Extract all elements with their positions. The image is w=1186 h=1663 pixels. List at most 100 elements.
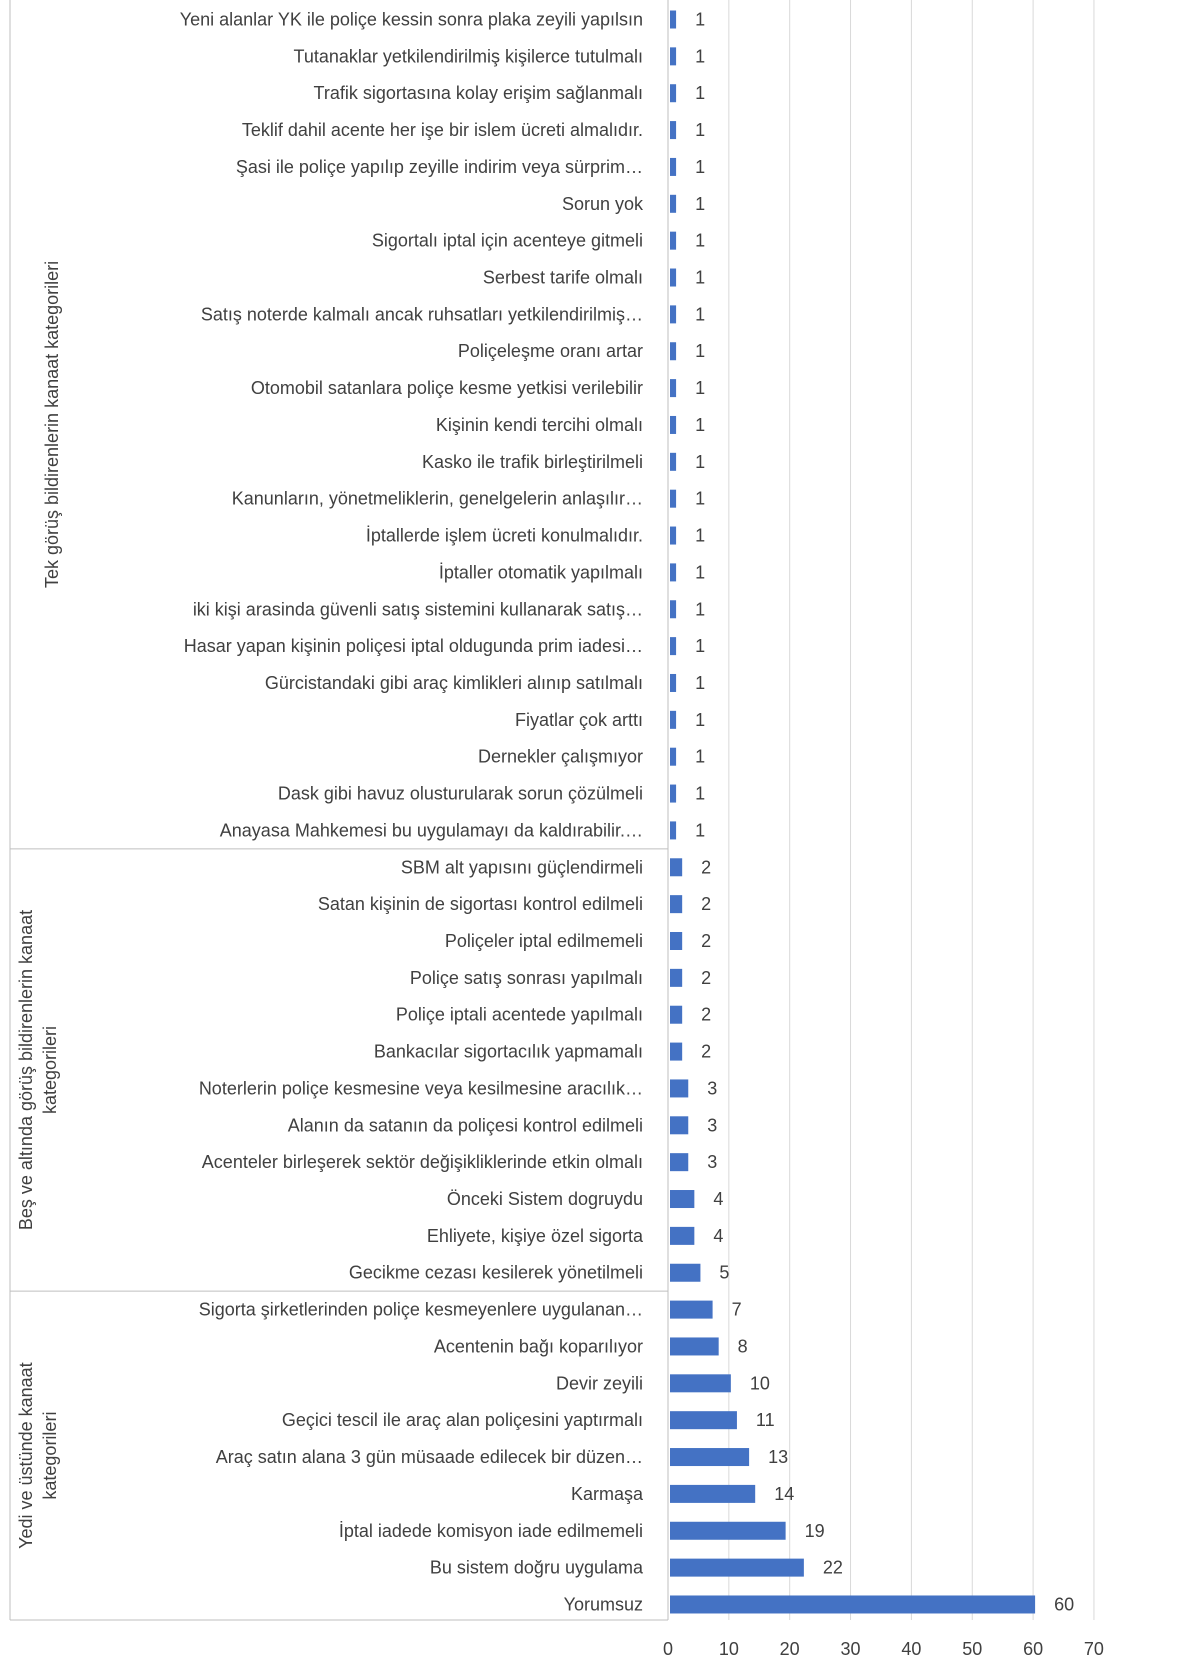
bar xyxy=(670,342,677,361)
category-label: Poliçe satış sonrası yapılmalı xyxy=(410,968,643,988)
bar xyxy=(670,1042,683,1061)
x-tick-label: 30 xyxy=(841,1639,861,1659)
bar xyxy=(670,673,677,692)
category-label: Kasko ile trafik birleştirilmeli xyxy=(422,452,643,472)
data-label: 1 xyxy=(695,784,705,804)
category-label: Tutanaklar yetkilendirilmiş kişilerce tu… xyxy=(294,46,643,66)
x-tick-label: 50 xyxy=(962,1639,982,1659)
data-label: 13 xyxy=(768,1447,788,1467)
data-label: 5 xyxy=(719,1263,729,1283)
bar xyxy=(670,968,683,987)
category-label: Sigortalı iptal için acenteye gitmeli xyxy=(372,231,643,251)
bar xyxy=(670,268,677,287)
category-label: Şasi ile poliçe yapılıp zeyille indirim … xyxy=(236,157,643,177)
data-label: 1 xyxy=(695,526,705,546)
data-label: 1 xyxy=(695,636,705,656)
category-label: Hasar yapan kişinin poliçesi iptal oldug… xyxy=(184,636,643,656)
data-label: 1 xyxy=(695,378,705,398)
category-label: SBM alt yapısını güçlendirmeli xyxy=(401,857,643,877)
category-label: Anayasa Mahkemesi bu uygulamayı da kaldı… xyxy=(220,820,643,840)
bar xyxy=(670,563,677,582)
data-label: 1 xyxy=(695,304,705,324)
data-label: 3 xyxy=(707,1115,717,1135)
data-label: 4 xyxy=(713,1226,723,1246)
bar xyxy=(670,526,677,545)
bar xyxy=(670,710,677,729)
category-label: Trafik sigortasına kolay erişim sağlanma… xyxy=(314,83,643,103)
data-label: 1 xyxy=(695,157,705,177)
category-label: Satış noterde kalmalı ancak ruhsatları y… xyxy=(201,304,643,324)
data-label: 2 xyxy=(701,894,711,914)
category-label: Karmaşa xyxy=(571,1484,644,1504)
bar xyxy=(670,1448,750,1467)
x-tick-label: 0 xyxy=(663,1639,673,1659)
data-label: 1 xyxy=(695,820,705,840)
data-label: 14 xyxy=(774,1484,794,1504)
data-label: 1 xyxy=(695,415,705,435)
bar xyxy=(670,194,677,213)
bar xyxy=(670,157,677,176)
data-label: 1 xyxy=(695,341,705,361)
data-label: 1 xyxy=(695,599,705,619)
category-label: İptaller otomatik yapılmalı xyxy=(439,562,643,582)
category-label: Alanın da satanın da poliçesi kontrol ed… xyxy=(288,1115,643,1135)
data-label: 22 xyxy=(823,1558,843,1578)
category-label: Teklif dahil acente her işe bir islem üc… xyxy=(242,120,643,140)
data-label: 1 xyxy=(695,747,705,767)
bar xyxy=(670,1005,683,1024)
bar xyxy=(670,1263,701,1282)
category-label: Kanunların, yönetmeliklerin, genelgeleri… xyxy=(232,489,643,509)
category-label: Acentenin bağı koparılıyor xyxy=(434,1336,643,1356)
bar xyxy=(670,47,677,66)
bar xyxy=(670,1226,695,1245)
group-label: Beş ve altında görüş bildirenlerin kanaa… xyxy=(16,910,60,1230)
group-label: Yedi ve üstünde kanaat kategorileri xyxy=(16,1362,60,1549)
category-label: Poliçeleşme oranı artar xyxy=(458,341,643,361)
bar xyxy=(670,84,677,103)
category-label: Önceki Sistem dogruydu xyxy=(447,1189,643,1209)
x-tick-label: 40 xyxy=(901,1639,921,1659)
category-label: Gecikme cezası kesilerek yönetilmeli xyxy=(349,1263,643,1283)
data-label: 8 xyxy=(738,1336,748,1356)
data-label: 1 xyxy=(695,452,705,472)
category-label: Poliçe iptali acentede yapılmalı xyxy=(396,1005,643,1025)
bar xyxy=(670,858,683,877)
data-label: 1 xyxy=(695,10,705,30)
data-label: 1 xyxy=(695,120,705,140)
data-label: 2 xyxy=(701,1042,711,1062)
bar xyxy=(670,1337,719,1356)
bar xyxy=(670,932,683,950)
data-label: 1 xyxy=(695,710,705,730)
data-label: 1 xyxy=(695,562,705,582)
data-label: 2 xyxy=(701,968,711,988)
category-label: Ehliyete, kişiye özel sigorta xyxy=(427,1226,644,1246)
category-label: Satan kişinin de sigortası kontrol edilm… xyxy=(318,894,643,914)
category-label: Fiyatlar çok arttı xyxy=(515,710,643,730)
bar xyxy=(670,1521,786,1540)
category-label: Sigorta şirketlerinden poliçe kesmeyenle… xyxy=(199,1300,643,1320)
category-label: İptallerde işlem ücreti konulmalıdır. xyxy=(366,526,643,546)
category-label: Geçici tescil ile araç alan poliçesini y… xyxy=(282,1410,643,1430)
category-label: Acenteler birleşerek sektör değişiklikle… xyxy=(202,1152,643,1172)
category-label: Dernekler çalışmıyor xyxy=(478,747,643,767)
bar xyxy=(670,1558,804,1577)
bar xyxy=(670,305,677,324)
bar xyxy=(670,600,677,619)
bar xyxy=(670,895,683,914)
bar xyxy=(670,1190,695,1209)
category-label: Sorun yok xyxy=(562,194,644,214)
data-label: 1 xyxy=(695,673,705,693)
bar xyxy=(670,1374,731,1393)
x-tick-label: 70 xyxy=(1084,1639,1104,1659)
data-label: 3 xyxy=(707,1078,717,1098)
data-label: 11 xyxy=(756,1410,775,1430)
group-label: Tek görüş bildirenlerin kanaat kategoril… xyxy=(42,261,62,588)
data-label: 2 xyxy=(701,1005,711,1025)
bar xyxy=(670,489,677,508)
data-label: 1 xyxy=(695,46,705,66)
data-label: 60 xyxy=(1054,1594,1074,1614)
data-label: 10 xyxy=(750,1373,770,1393)
category-label: Bu sistem doğru uygulama xyxy=(430,1558,644,1578)
category-label: Devir zeyili xyxy=(556,1373,643,1393)
